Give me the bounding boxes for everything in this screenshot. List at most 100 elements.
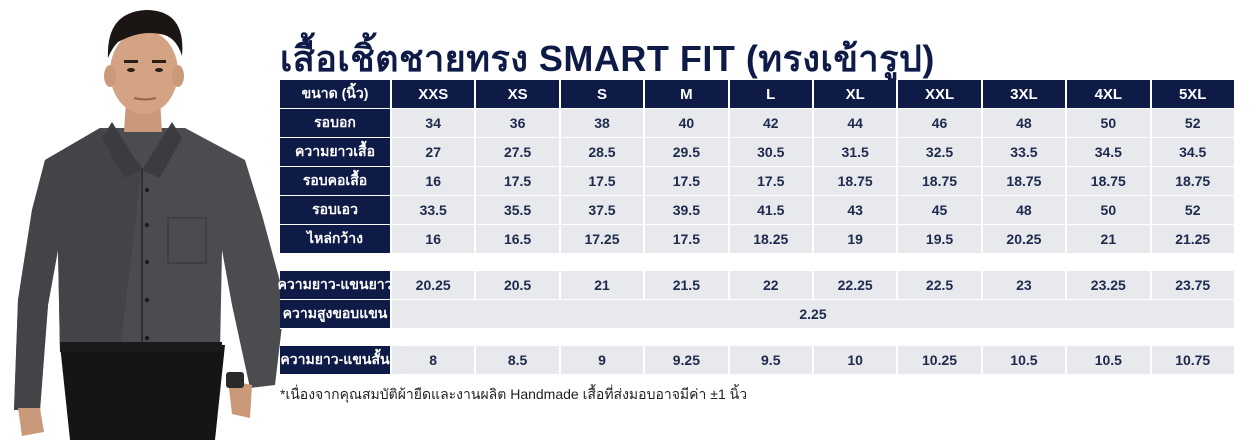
size-header: M [645, 80, 730, 109]
size-header: XXS [392, 80, 477, 109]
table-cell: 18.75 [1067, 167, 1152, 196]
row-label: ความยาว-แขนสั้น [280, 346, 392, 375]
table-cell: 41.5 [729, 196, 814, 225]
table-cell: 21 [1067, 225, 1152, 254]
table-cell: 20.25 [392, 271, 477, 300]
size-table: ขนาด (นิ้ว) XXS XS S M L XL XXL 3XL 4XL … [278, 80, 1236, 375]
table-cell: 37.5 [560, 196, 646, 225]
table-cell: 9.5 [729, 346, 814, 375]
table-cell: 33.5 [392, 196, 477, 225]
table-cell: 38 [560, 109, 646, 138]
table-cell: 10 [813, 346, 899, 375]
table-cell: 17.5 [729, 167, 814, 196]
table-cell: 20.25 [982, 225, 1068, 254]
table-cell: 10.5 [982, 346, 1068, 375]
table-cell: 30.5 [729, 138, 814, 167]
table-cell: 17.5 [476, 167, 561, 196]
table-row-short-sleeve: ความยาว-แขนสั้น 8 8.5 9 9.25 9.5 10 10.2… [280, 346, 1236, 375]
table-cell: 18.25 [729, 225, 814, 254]
section-spacer [280, 254, 1236, 271]
table-cell: 46 [898, 109, 983, 138]
row-label: รอบอก [280, 109, 392, 138]
row-label: ความสูงขอบแขน [280, 300, 392, 329]
table-cell: 8.5 [476, 346, 561, 375]
table-cell: 21.5 [645, 271, 730, 300]
table-cell: 28.5 [560, 138, 646, 167]
size-header: 4XL [1067, 80, 1152, 109]
table-cell: 17.5 [645, 225, 730, 254]
row-label: ไหล่กว้าง [280, 225, 392, 254]
row-label: รอบคอเสื้อ [280, 167, 392, 196]
table-cell: 32.5 [898, 138, 983, 167]
size-header: 3XL [982, 80, 1068, 109]
table-cell: 29.5 [645, 138, 730, 167]
table-row-neck: รอบคอเสื้อ 16 17.5 17.5 17.5 17.5 18.75 … [280, 167, 1236, 196]
table-cell: 18.75 [813, 167, 899, 196]
table-cell: 33.5 [982, 138, 1068, 167]
table-row-waist: รอบเอว 33.5 35.5 37.5 39.5 41.5 43 45 48… [280, 196, 1236, 225]
table-cell: 10.5 [1067, 346, 1152, 375]
table-cell: 52 [1151, 196, 1236, 225]
table-cell: 21.25 [1151, 225, 1236, 254]
row-label: ความยาวเสื้อ [280, 138, 392, 167]
table-cell: 10.25 [898, 346, 983, 375]
table-cell: 23.25 [1067, 271, 1152, 300]
table-row-shoulder: ไหล่กว้าง 16 16.5 17.25 17.5 18.25 19 19… [280, 225, 1236, 254]
table-cell: 21 [560, 271, 646, 300]
table-cell: 35.5 [476, 196, 561, 225]
table-cell: 27 [392, 138, 477, 167]
table-cell: 17.25 [560, 225, 646, 254]
table-cell: 34 [392, 109, 477, 138]
table-cell: 50 [1067, 196, 1152, 225]
table-cell: 16 [392, 167, 477, 196]
table-cell: 23.75 [1151, 271, 1236, 300]
table-cell: 20.5 [476, 271, 561, 300]
table-cell: 10.75 [1151, 346, 1236, 375]
table-cell: 18.75 [1151, 167, 1236, 196]
table-cell: 34.5 [1151, 138, 1236, 167]
table-cell: 27.5 [476, 138, 561, 167]
table-cell: 16 [392, 225, 477, 254]
row-label: ความยาว-แขนยาว [278, 271, 393, 300]
table-cell: 22.5 [898, 271, 983, 300]
table-cell: 50 [1067, 109, 1152, 138]
header-label: ขนาด (นิ้ว) [280, 80, 392, 109]
table-cell: 18.75 [982, 167, 1068, 196]
table-cell: 22 [729, 271, 814, 300]
table-row-chest: รอบอก 34 36 38 40 42 44 46 48 50 52 [280, 109, 1236, 138]
table-cell: 31.5 [813, 138, 899, 167]
size-header: 5XL [1151, 80, 1236, 109]
table-cell: 22.25 [813, 271, 899, 300]
row-label: รอบเอว [280, 196, 392, 225]
table-cell: 43 [813, 196, 899, 225]
table-cell: 36 [476, 109, 561, 138]
table-cell: 48 [982, 109, 1068, 138]
table-cell: 17.5 [560, 167, 646, 196]
table-header-row: ขนาด (นิ้ว) XXS XS S M L XL XXL 3XL 4XL … [280, 80, 1236, 109]
table-cell: 9.25 [645, 346, 730, 375]
table-cell: 19 [813, 225, 899, 254]
table-row-long-sleeve: ความยาว-แขนยาว 20.25 20.5 21 21.5 22 22.… [278, 271, 1236, 300]
size-header: XS [476, 80, 561, 109]
table-cell: 42 [729, 109, 814, 138]
model-photo [14, 10, 285, 440]
page-title: เสื้อเชิ้ตชายทรง SMART FIT (ทรงเข้ารูป) [280, 38, 935, 79]
table-cell: 17.5 [645, 167, 730, 196]
table-cell: 9 [560, 346, 646, 375]
table-cell: 16.5 [476, 225, 561, 254]
size-header: XL [813, 80, 899, 109]
table-cell: 23 [982, 271, 1068, 300]
table-cell: 52 [1151, 109, 1236, 138]
table-cell: 18.75 [898, 167, 983, 196]
table-cell: 8 [392, 346, 477, 375]
table-cell: 40 [645, 109, 730, 138]
size-header: S [560, 80, 646, 109]
table-row-length: ความยาวเสื้อ 27 27.5 28.5 29.5 30.5 31.5… [280, 138, 1236, 167]
footnote: *เนื่องจากคุณสมบัติผ้ายืดและงานผลิต Hand… [280, 386, 748, 402]
size-header: XXL [898, 80, 983, 109]
table-cell: 45 [898, 196, 983, 225]
table-cell: 2.25 [392, 300, 1236, 329]
table-cell: 48 [982, 196, 1068, 225]
section-spacer [280, 329, 1236, 346]
table-cell: 19.5 [898, 225, 983, 254]
